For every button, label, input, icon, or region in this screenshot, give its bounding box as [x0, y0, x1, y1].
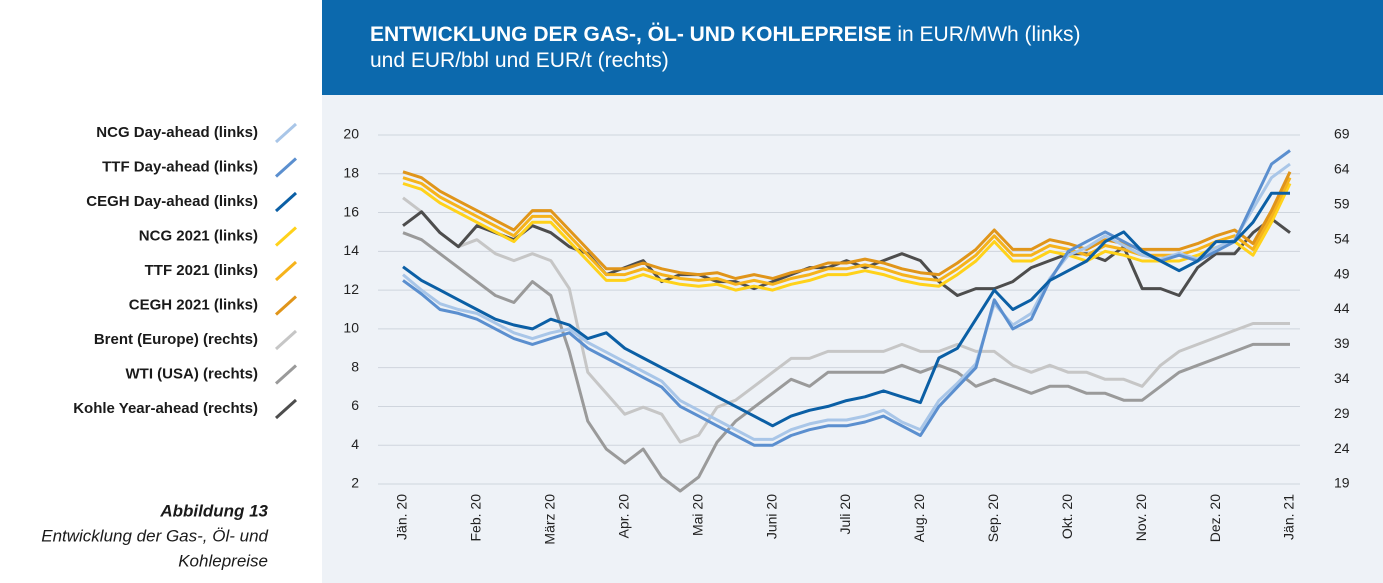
x-tick-label: Jän. 20	[394, 494, 410, 540]
legend-label: Kohle Year-ahead (rechts)	[73, 400, 258, 417]
caption-text: Kohlepreise	[178, 551, 268, 570]
subtitle-line: in EUR/MWh (links)	[897, 23, 1081, 46]
x-tick-label: Apr. 20	[615, 494, 631, 539]
legend-label: CEGH Day-ahead (links)	[86, 193, 258, 210]
y-tick-label: 14	[343, 242, 359, 258]
x-tick-label: Juni 20	[763, 494, 779, 539]
series-line	[402, 196, 1290, 444]
x-tick-label: Feb. 20	[468, 494, 484, 542]
x-tick-label: Juli 20	[837, 494, 853, 535]
y2-tick-label: 19	[1334, 475, 1350, 491]
x-tick-label: Jän. 21	[1281, 494, 1297, 540]
y-tick-label: 12	[343, 281, 359, 297]
legend-swatch	[274, 398, 298, 420]
series-line	[402, 176, 1292, 286]
legend-swatch	[274, 191, 298, 213]
x-tick-label: Dez. 20	[1207, 494, 1223, 542]
y2-tick-label: 34	[1334, 370, 1350, 386]
y-tick-label: 2	[351, 475, 359, 491]
legend-swatch	[274, 364, 298, 385]
y2-tick-label: 24	[1334, 440, 1350, 456]
x-tick-label: Aug. 20	[911, 494, 927, 542]
series-line	[402, 182, 1292, 292]
legend-label: CEGH 2021 (links)	[129, 296, 258, 313]
caption-label: Abbildung 13	[159, 501, 268, 520]
legend-swatch	[274, 295, 298, 316]
y2-tick-label: 49	[1334, 265, 1350, 281]
series-line	[402, 162, 1291, 441]
y-tick-label: 6	[351, 397, 359, 413]
plot-panel	[322, 95, 1383, 583]
x-tick-label: Sep. 20	[985, 494, 1001, 542]
x-tick-label: Nov. 20	[1133, 494, 1149, 541]
y-tick-label: 18	[343, 164, 359, 180]
subtitle-line: und EUR/bbl und EUR/t (rechts)	[370, 49, 669, 72]
caption-text: Entwicklung der Gas-, Öl- und	[41, 526, 268, 545]
y2-tick-label: 54	[1334, 230, 1350, 246]
x-tick-label: März 20	[542, 494, 558, 545]
legend-label: WTI (USA) (rechts)	[126, 365, 259, 382]
series-line	[402, 191, 1290, 428]
y-tick-label: 10	[343, 320, 359, 336]
y2-tick-label: 39	[1334, 335, 1350, 351]
legend-swatch	[274, 157, 298, 178]
legend: NCG Day-ahead (links) TTF Day-ahead (link…	[73, 122, 298, 420]
legend-swatch	[274, 329, 298, 351]
legend-label: NCG Day-ahead (links)	[96, 124, 258, 141]
y2-tick-label: 69	[1334, 126, 1350, 142]
x-tick-label: Okt. 20	[1059, 494, 1075, 539]
legend-swatch	[274, 226, 298, 247]
legend-swatch	[274, 122, 298, 144]
y2-tick-label: 59	[1334, 196, 1350, 212]
series-line	[402, 210, 1291, 297]
header: ENTWICKLUNG DER GAS-, ÖL- UND KOHLEPREIS…	[322, 0, 1383, 95]
legend-label: TTF 2021 (links)	[145, 262, 258, 279]
legend-label: NCG 2021 (links)	[139, 227, 258, 244]
y2-tick-label: 64	[1334, 161, 1350, 177]
y2-tick-label: 29	[1334, 405, 1350, 421]
chart-title: ENTWICKLUNG DER GAS-, ÖL- UND KOHLEPREIS…	[370, 23, 892, 46]
plot-area: 24681012141618201924293439444954596469Jä…	[343, 126, 1349, 545]
legend-label: Brent (Europe) (rechts)	[94, 331, 258, 348]
y-tick-label: 8	[351, 358, 359, 374]
legend-swatch	[274, 260, 298, 282]
y-tick-label: 16	[343, 203, 359, 219]
y-tick-label: 4	[351, 436, 359, 452]
legend-label: TTF Day-ahead (links)	[102, 158, 258, 175]
series-line	[402, 231, 1290, 493]
x-tick-label: Mai 20	[689, 494, 705, 536]
y-tick-label: 20	[343, 126, 359, 142]
y2-tick-label: 44	[1334, 300, 1350, 316]
